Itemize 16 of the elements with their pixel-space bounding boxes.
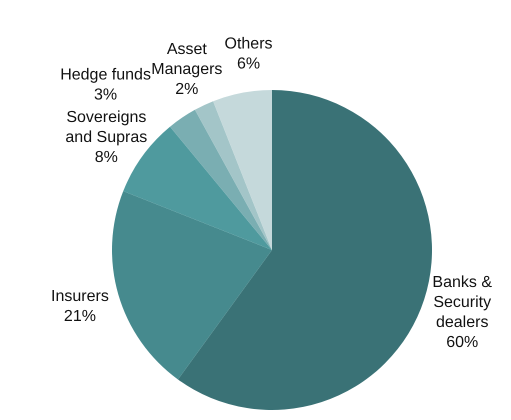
slice-label: Asset Managers (151, 40, 222, 78)
pie-slice (213, 90, 272, 250)
data-label: 6% (236, 55, 260, 72)
data-label: 2% (175, 80, 198, 98)
slice-label: Insurers (51, 287, 109, 304)
data-label: 21% (64, 307, 96, 324)
pie-slice (170, 110, 272, 250)
pie-slice (194, 101, 272, 250)
slice-label: Sovereigns and Supras (65, 108, 148, 146)
data-label: 3% (94, 86, 118, 104)
data-label: 60% (446, 333, 478, 350)
slice-label: Banks & Security dealers (432, 273, 492, 330)
pie-slice (112, 191, 272, 380)
slice-label: Hedge funds (60, 66, 151, 84)
slice-label: Others (224, 35, 273, 52)
data-label: 8% (94, 148, 118, 166)
